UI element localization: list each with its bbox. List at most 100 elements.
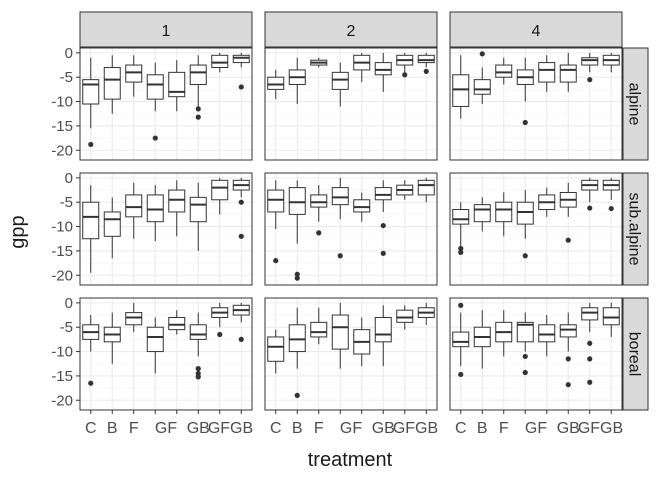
- outlier-point: [380, 250, 386, 256]
- panel-2-sub-alpine: [264, 172, 438, 286]
- strip-background: [449, 11, 623, 48]
- outlier-point: [217, 331, 223, 338]
- box-g: [516, 190, 534, 259]
- outlier-point: [195, 366, 201, 372]
- outlier-point: [458, 245, 464, 252]
- box-gb: [374, 180, 392, 256]
- box-c: [452, 55, 470, 119]
- outlier-point: [402, 72, 408, 78]
- box-iqr: [559, 324, 577, 338]
- outlier-point: [88, 141, 94, 148]
- outlier-point: [522, 353, 528, 360]
- box-iqr: [473, 79, 491, 95]
- outlier-point: [273, 258, 279, 264]
- box-gb: [374, 305, 392, 367]
- outlier-point: [479, 51, 485, 57]
- box-f: [495, 192, 513, 237]
- panel-border: [264, 297, 438, 411]
- box-b: [103, 197, 121, 259]
- panel-1-alpine: [79, 47, 253, 161]
- strip-label: boreal: [626, 332, 643, 376]
- strip-col-4: 4: [449, 11, 623, 48]
- outlier-point: [522, 369, 528, 376]
- box-b: [288, 57, 306, 104]
- box-gb: [417, 52, 435, 74]
- outlier-point: [294, 271, 300, 277]
- panel-border: [264, 47, 438, 161]
- y-tick-label: -20: [51, 142, 73, 159]
- strip-row-alpine: alpine: [622, 47, 649, 161]
- box-gb: [232, 302, 250, 342]
- box-f: [495, 57, 513, 85]
- panels-layer: [79, 47, 623, 411]
- x-tick-label: B: [292, 420, 303, 437]
- x-tick-label: B: [107, 420, 118, 437]
- box-gb: [602, 177, 620, 212]
- outlier-point: [522, 119, 528, 126]
- outlier-point: [458, 371, 464, 378]
- outlier-point: [238, 233, 244, 239]
- outlier-point: [238, 336, 244, 342]
- box-g: [146, 62, 164, 141]
- box-iqr: [417, 54, 435, 64]
- panel-1-sub-alpine: [79, 172, 253, 286]
- outlier-point: [423, 68, 429, 74]
- x-tick-label: GF: [155, 420, 177, 437]
- x-tick-label: GFGB: [393, 420, 438, 437]
- box-f: [125, 302, 143, 333]
- box-gb: [602, 302, 620, 337]
- box-c: [452, 302, 470, 378]
- box-iqr: [168, 316, 186, 331]
- box-gb: [417, 302, 435, 325]
- box-b: [103, 312, 121, 364]
- box-iqr: [288, 324, 306, 353]
- box-gb: [189, 312, 207, 380]
- panel-border: [264, 172, 438, 286]
- box-b: [288, 180, 306, 281]
- box-g: [146, 185, 164, 242]
- box-iqr: [559, 64, 577, 83]
- box-f: [310, 57, 328, 68]
- box-gb: [559, 182, 577, 243]
- strip-background: [622, 47, 649, 161]
- y-tick-label: -5: [60, 319, 73, 336]
- box-iqr: [374, 316, 392, 343]
- x-tick-label: C: [270, 420, 282, 437]
- y-tick-label: 0: [65, 170, 73, 187]
- box-g: [516, 57, 534, 126]
- box-g: [331, 62, 349, 107]
- box-gb: [602, 52, 620, 73]
- box-iqr: [232, 54, 250, 64]
- box-f: [310, 185, 328, 236]
- box-f: [125, 55, 143, 97]
- box-iqr: [310, 321, 328, 338]
- panel-2-boreal: [264, 297, 438, 411]
- box-iqr: [353, 199, 371, 213]
- box-iqr: [495, 64, 513, 78]
- box-gb: [189, 182, 207, 251]
- box-f: [495, 310, 513, 357]
- panel-background: [450, 173, 622, 285]
- box-iqr: [396, 309, 414, 323]
- box-gb: [232, 177, 250, 239]
- outlier-point: [152, 135, 158, 141]
- box-iqr: [452, 74, 470, 107]
- panel-background: [265, 48, 437, 160]
- box-iqr: [288, 187, 306, 215]
- box-iqr: [189, 324, 207, 340]
- panel-border: [79, 47, 253, 161]
- box-iqr: [267, 76, 285, 90]
- box-b: [288, 307, 306, 398]
- box-iqr: [516, 201, 534, 225]
- box-iqr: [211, 54, 229, 68]
- x-tick-label: C: [455, 420, 467, 437]
- box-g: [331, 302, 349, 369]
- box-iqr: [267, 336, 285, 362]
- outlier-point: [238, 199, 244, 205]
- box-gf: [581, 177, 599, 211]
- outlier-point: [337, 253, 343, 259]
- outlier-point: [195, 114, 201, 120]
- box-iqr: [602, 307, 620, 326]
- y-tick-label: 0: [65, 295, 73, 312]
